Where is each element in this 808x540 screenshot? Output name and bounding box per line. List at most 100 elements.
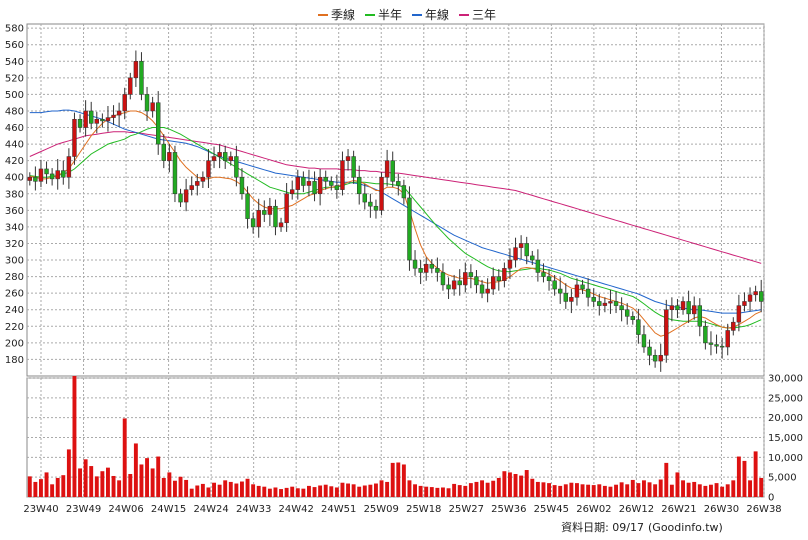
candlestick <box>245 186 250 229</box>
volume-bar <box>223 480 228 497</box>
volume-bar <box>178 476 183 497</box>
candlestick <box>647 339 652 366</box>
volume-bar <box>413 484 417 497</box>
candle-body <box>245 193 250 219</box>
candle-body <box>597 301 602 306</box>
volume-bar <box>725 484 730 497</box>
candle-body <box>680 301 686 310</box>
candle-body <box>139 61 144 95</box>
candlestick <box>502 262 507 288</box>
volume-bar <box>200 483 205 497</box>
volume-bar <box>89 466 94 497</box>
volume-bar <box>100 471 105 497</box>
candle-body <box>747 294 753 302</box>
x-tick-label: 25W36 <box>491 504 526 515</box>
candlestick <box>429 259 434 274</box>
candlestick <box>111 105 116 126</box>
candlestick <box>116 102 122 127</box>
volume-bar <box>240 481 244 497</box>
candlestick <box>569 289 574 314</box>
candlestick <box>312 171 317 202</box>
price-tick-label: 460 <box>5 123 24 134</box>
candle-body <box>223 152 228 161</box>
candle-body <box>323 176 328 182</box>
candlestick <box>273 199 278 236</box>
volume-bar <box>692 481 697 497</box>
volume-bar <box>703 485 708 497</box>
volume-bar <box>675 472 680 497</box>
legend-label: 三年 <box>472 8 496 22</box>
price-tick-label: 320 <box>5 239 24 250</box>
candle-body <box>753 291 758 296</box>
volume-bar <box>217 484 222 497</box>
candle-body <box>195 181 200 186</box>
price-tick-label: 360 <box>5 206 24 217</box>
volume-tick-label: 30,000 <box>768 374 803 385</box>
candlestick <box>451 274 457 296</box>
candlestick <box>38 159 44 188</box>
candlestick <box>725 323 730 356</box>
candle-body <box>418 268 423 273</box>
candle-body <box>290 189 295 195</box>
candle-body <box>317 176 323 195</box>
candlestick <box>446 277 451 299</box>
candlestick <box>306 169 312 197</box>
candle-body <box>72 118 77 157</box>
volume-bar <box>195 485 200 497</box>
volume-bar <box>614 484 618 497</box>
candle-body <box>558 288 563 294</box>
volume-bar <box>256 485 261 497</box>
volume-bar <box>424 486 429 497</box>
candlestick <box>440 263 446 291</box>
candle-body <box>111 114 116 118</box>
volume-bar <box>720 486 725 497</box>
candle-body <box>77 118 83 128</box>
candlestick <box>72 112 77 165</box>
candle-body <box>574 284 580 298</box>
volume-bar <box>429 487 434 497</box>
x-tick-label: 24W06 <box>108 504 143 515</box>
volume-bar <box>496 477 501 497</box>
volume-bar <box>307 485 311 497</box>
candlestick <box>485 278 490 303</box>
volume-bar <box>591 485 596 497</box>
candlestick <box>479 279 485 299</box>
price-tick-label: 520 <box>5 73 24 84</box>
x-tick-label: 26W02 <box>576 504 611 515</box>
candle-body <box>697 305 702 327</box>
candle-body <box>608 301 613 304</box>
candlestick <box>262 200 267 222</box>
candlestick <box>412 250 418 276</box>
volume-bar <box>714 483 719 497</box>
candle-body <box>49 173 55 180</box>
volume-bar <box>262 486 267 497</box>
volume-bar <box>284 487 289 497</box>
price-tick-label: 300 <box>5 256 24 267</box>
volume-bar <box>290 486 295 497</box>
candle-body <box>518 243 524 248</box>
volume-bar <box>111 475 116 497</box>
legend-label: 半年 <box>378 8 402 22</box>
candlestick <box>692 296 697 320</box>
candlestick <box>435 257 440 282</box>
candlestick <box>89 101 94 130</box>
price-tick-label: 540 <box>5 57 24 68</box>
volume-bar <box>212 482 216 497</box>
candle-body <box>463 272 468 286</box>
candle-body <box>675 305 680 310</box>
candlestick <box>546 269 552 291</box>
candle-body <box>496 276 501 282</box>
candlestick <box>602 297 608 313</box>
candle-body <box>256 210 261 228</box>
candle-body <box>100 118 105 122</box>
candlestick <box>49 168 55 186</box>
candlestick <box>658 343 663 372</box>
candlestick <box>83 100 88 137</box>
candle-body <box>167 152 172 161</box>
candlestick <box>189 176 194 196</box>
candlestick <box>524 236 529 265</box>
volume-bar <box>485 482 490 497</box>
candlestick <box>211 146 217 169</box>
candlestick <box>357 165 362 205</box>
volume-bar <box>39 479 43 497</box>
